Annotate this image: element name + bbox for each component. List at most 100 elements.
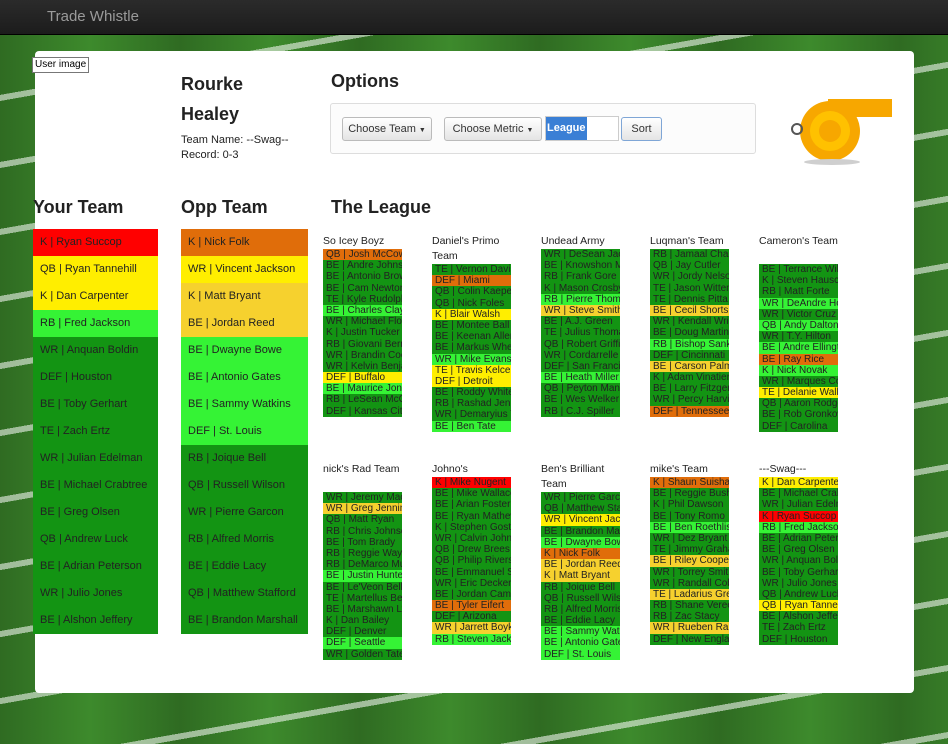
opp-team-player-row[interactable]: K | Nick Folk	[181, 229, 308, 256]
league-player-row[interactable]: DEF | St. Louis	[541, 648, 620, 660]
league-player-row[interactable]: QB | Andrew Luck	[759, 588, 838, 601]
your-team-player-row[interactable]: BE | Toby Gerhart	[33, 391, 158, 418]
league-player-row[interactable]: WR | Demaryius Thomas	[432, 409, 511, 421]
your-team-player-row[interactable]: K | Ryan Succop	[33, 229, 158, 256]
league-player-row[interactable]: K | Justin Tucker	[323, 327, 402, 339]
opp-team-player-row[interactable]: WR | Pierre Garcon	[181, 499, 308, 526]
league-player-row[interactable]: WR | Mike Evans	[432, 353, 511, 365]
opp-team-player-row[interactable]: QB | Russell Wilson	[181, 472, 308, 499]
league-player-row[interactable]: BE | Mike Wallace	[432, 488, 511, 500]
your-team-player-row[interactable]: QB | Ryan Tannehill	[33, 256, 158, 283]
league-player-row[interactable]: RB | Steven Jackson	[432, 633, 511, 645]
league-team-name[interactable]: Cameron's Team	[759, 235, 838, 247]
opp-team-player-row[interactable]: RB | Joique Bell	[181, 445, 308, 472]
league-team-name[interactable]: mike's Team	[650, 463, 708, 475]
league-player-row[interactable]: DEF | New England	[650, 633, 729, 645]
opp-team-player-row[interactable]: DEF | St. Louis	[181, 418, 308, 445]
league-input[interactable]: League	[545, 116, 619, 141]
league-player-row[interactable]: TE | Travis Kelce	[432, 364, 511, 376]
league-player-row[interactable]: BE | Andre Johnson	[323, 260, 402, 272]
your-team-player-row[interactable]: WR | Julio Jones	[33, 580, 158, 607]
league-player-row[interactable]: QB | Drew Brees	[432, 544, 511, 556]
league-team-name[interactable]: nick's Rad Team	[323, 463, 400, 475]
league-player-row[interactable]: RB | Zac Stacy	[650, 611, 729, 623]
opp-team-player-row[interactable]: BE | Jordan Reed	[181, 310, 308, 337]
league-player-row[interactable]: BE | A.J. Green	[541, 316, 620, 328]
league-player-row[interactable]: QB | Russell Wilson	[541, 592, 620, 604]
league-player-row[interactable]: RB | Matt Forte	[759, 286, 838, 298]
league-player-row[interactable]: K | Phil Dawson	[650, 499, 729, 511]
league-player-row[interactable]: QB | Ryan Tannehill	[759, 600, 838, 612]
your-team-player-row[interactable]: BE | Greg Olsen	[33, 499, 158, 526]
league-player-row[interactable]: QB | Andy Dalton	[759, 319, 838, 332]
league-player-row[interactable]: BE | Charles Clay	[323, 304, 402, 317]
league-player-row[interactable]: BE | Greg Olsen	[759, 544, 838, 556]
league-player-row[interactable]: TE | Martellus Bennett	[323, 592, 402, 604]
league-player-row[interactable]: WR | Torrey Smith	[650, 566, 729, 578]
league-player-row[interactable]: TE | Kyle Rudolph	[323, 293, 402, 305]
league-player-row[interactable]: RB | Chris Johnson	[323, 525, 402, 537]
league-player-row[interactable]: WR | DeSean Jackson	[541, 249, 620, 261]
league-player-row[interactable]: WR | Julio Jones	[759, 577, 838, 589]
league-player-row[interactable]: TE | Julius Thomas	[541, 327, 620, 339]
league-player-row[interactable]: TE | Ladarius Green	[650, 588, 729, 601]
league-player-row[interactable]: BE | Jordan Cameron	[432, 588, 511, 601]
choose-team-dropdown[interactable]: Choose Team ▼	[342, 117, 432, 141]
league-player-row[interactable]: BE | Arian Foster	[432, 499, 511, 511]
league-player-row[interactable]: QB | Matt Ryan	[323, 514, 402, 526]
league-player-row[interactable]: RB | Bishop Sankey	[650, 338, 729, 350]
your-team-player-row[interactable]: DEF | Houston	[33, 364, 158, 391]
league-player-row[interactable]: BE | Marshawn Lynch	[323, 603, 402, 616]
league-player-row[interactable]: BE | Montee Ball	[432, 319, 511, 332]
league-player-row[interactable]: WR | Percy Harvin	[650, 394, 729, 406]
league-player-row[interactable]: QB | Philip Rivers	[432, 555, 511, 567]
league-player-row[interactable]: TE | Zach Ertz	[759, 622, 838, 634]
league-player-row[interactable]: RB | Pierre Thomas	[541, 293, 620, 305]
league-player-row[interactable]: BE | Le'Veon Bell	[323, 581, 402, 593]
brand-link[interactable]: Trade Whistle	[47, 8, 139, 25]
league-player-row[interactable]: RB | Jamaal Charles	[650, 249, 729, 261]
league-player-row[interactable]: K | Nick Folk	[541, 547, 620, 560]
league-player-row[interactable]: BE | Wes Welker	[541, 394, 620, 406]
league-player-row[interactable]: WR | Cordarrelle Patterson	[541, 349, 620, 361]
league-player-row[interactable]: BE | Heath Miller	[541, 372, 620, 384]
league-player-row[interactable]: K | Blair Walsh	[432, 308, 511, 320]
league-player-row[interactable]: DEF | Houston	[759, 633, 838, 645]
league-player-row[interactable]: DEF | San Francisco	[541, 360, 620, 373]
sort-button[interactable]: Sort	[621, 117, 662, 141]
league-player-row[interactable]: BE | Ben Roethlisberger	[650, 521, 729, 533]
league-team-name[interactable]: ---Swag---	[759, 463, 807, 475]
opp-team-player-row[interactable]: BE | Dwayne Bowe	[181, 337, 308, 364]
league-player-row[interactable]: TE | Jason Witten	[650, 282, 729, 294]
league-player-row[interactable]: DEF | Kansas City	[323, 405, 402, 417]
league-player-row[interactable]: WR | Jarrett Boykin	[432, 622, 511, 634]
league-player-row[interactable]: RB | Frank Gore	[541, 271, 620, 283]
league-player-row[interactable]: BE | Antonio Brown	[323, 271, 402, 283]
opp-team-player-row[interactable]: WR | Vincent Jackson	[181, 256, 308, 283]
your-team-player-row[interactable]: K | Dan Carpenter	[33, 283, 158, 310]
league-player-row[interactable]: QB | Jay Cutler	[650, 260, 729, 272]
league-player-row[interactable]: DEF | Carolina	[759, 420, 838, 432]
league-player-row[interactable]: WR | Golden Tate	[323, 648, 402, 660]
league-player-row[interactable]: WR | Julian Edelman	[759, 499, 838, 511]
league-player-row[interactable]: BE | Andre Ellington	[759, 342, 838, 354]
league-player-row[interactable]: BE | Maurice Jones	[323, 383, 402, 395]
league-player-row[interactable]: K | Dan Carpenter	[759, 477, 838, 489]
league-player-row[interactable]: BE | Tony Romo	[650, 510, 729, 522]
league-player-row[interactable]: BE | Dwayne Bowe	[541, 536, 620, 548]
league-player-row[interactable]: WR | Eric Decker	[432, 577, 511, 589]
opp-team-player-row[interactable]: K | Matt Bryant	[181, 283, 308, 310]
league-player-row[interactable]: QB | Peyton Manning	[541, 383, 620, 395]
league-player-row[interactable]: DEF | Arizona	[432, 611, 511, 623]
league-player-row[interactable]: K | Shaun Suisham	[650, 477, 729, 489]
league-player-row[interactable]: DEF | Denver	[323, 626, 402, 638]
league-player-row[interactable]: RB | Giovani Bernard	[323, 338, 402, 350]
league-player-row[interactable]: WR | DeAndre Hopkins	[759, 297, 838, 309]
league-player-row[interactable]: WR | T.Y. Hilton	[759, 331, 838, 343]
your-team-player-row[interactable]: BE | Michael Crabtree	[33, 472, 158, 499]
league-player-row[interactable]: WR | Pierre Garcon	[541, 492, 620, 504]
league-player-row[interactable]: QB | Aaron Rodgers	[759, 398, 838, 410]
league-player-row[interactable]: BE | Reggie Bush	[650, 488, 729, 500]
your-team-player-row[interactable]: WR | Anquan Boldin	[33, 337, 158, 364]
league-player-row[interactable]: K | Steven Hauschka	[759, 275, 838, 287]
